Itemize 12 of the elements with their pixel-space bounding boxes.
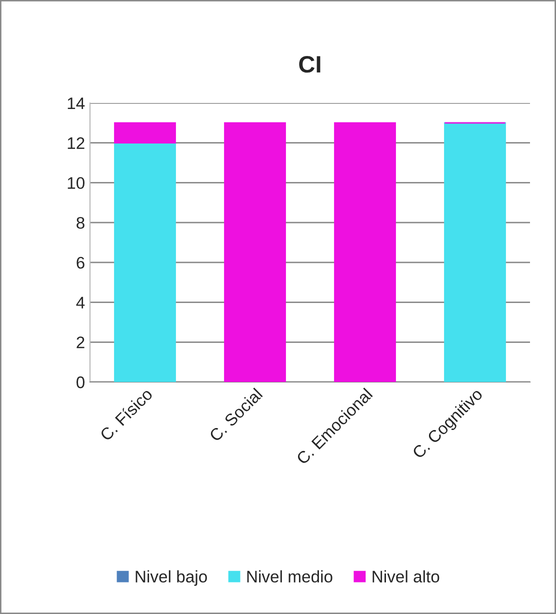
y-tick-label: 10: [68, 177, 84, 189]
y-tick-label: 12: [68, 137, 84, 149]
chart-title: CI: [299, 56, 320, 73]
legend-label: Nivel medio: [247, 570, 332, 583]
y-tick-label: 8: [76, 216, 84, 229]
y-tick-label: 4: [76, 296, 85, 308]
legend-label: Nivel bajo: [136, 570, 207, 586]
legend-label: Nivel alto: [372, 570, 440, 583]
y-tick-label: 6: [76, 256, 84, 269]
y-tick-label: 2: [76, 336, 84, 348]
y-tick-label: 0: [76, 376, 84, 388]
y-tick-label: 14: [68, 98, 85, 110]
